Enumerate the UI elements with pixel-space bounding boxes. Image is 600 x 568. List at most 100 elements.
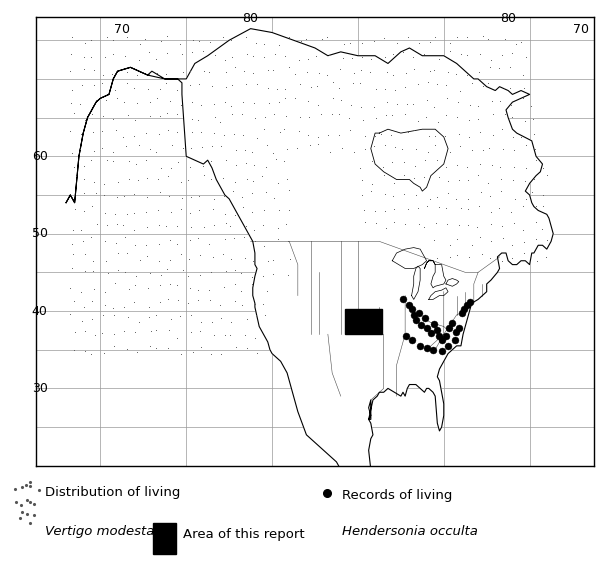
Point bbox=[142, 128, 151, 137]
Point bbox=[382, 97, 392, 106]
Point bbox=[249, 98, 259, 107]
Point bbox=[108, 156, 118, 165]
Point bbox=[355, 163, 365, 172]
Point bbox=[91, 189, 101, 198]
Point bbox=[112, 93, 122, 102]
Point bbox=[365, 67, 375, 76]
Point bbox=[163, 294, 173, 303]
Point bbox=[452, 113, 462, 122]
Point bbox=[446, 47, 455, 56]
Point bbox=[118, 132, 128, 141]
Polygon shape bbox=[371, 130, 448, 191]
Point bbox=[109, 147, 118, 156]
Polygon shape bbox=[412, 266, 420, 299]
Point bbox=[238, 97, 248, 106]
Point bbox=[134, 141, 144, 150]
Point bbox=[526, 102, 536, 111]
Point bbox=[208, 252, 217, 261]
Point bbox=[220, 55, 229, 64]
Point bbox=[109, 329, 119, 339]
Point bbox=[124, 110, 133, 119]
Point bbox=[361, 144, 370, 153]
Point bbox=[389, 204, 398, 214]
Point bbox=[161, 78, 171, 87]
Point bbox=[67, 148, 77, 157]
Point bbox=[79, 206, 89, 215]
Point bbox=[392, 39, 402, 48]
Point bbox=[358, 39, 367, 48]
Point bbox=[284, 205, 293, 214]
Point bbox=[248, 272, 257, 281]
Point bbox=[207, 141, 217, 151]
Point bbox=[302, 68, 311, 77]
Point bbox=[221, 330, 230, 339]
Point bbox=[403, 32, 413, 41]
Point bbox=[220, 210, 230, 219]
Point bbox=[274, 40, 283, 49]
Point bbox=[209, 128, 219, 137]
Point bbox=[122, 210, 132, 219]
Point bbox=[172, 240, 182, 249]
Point bbox=[509, 218, 519, 227]
Point bbox=[219, 282, 229, 291]
Point bbox=[91, 95, 100, 105]
Point bbox=[303, 55, 313, 64]
Point bbox=[98, 310, 107, 319]
Point bbox=[145, 144, 155, 153]
Point bbox=[69, 108, 79, 118]
Point bbox=[110, 210, 119, 219]
Point bbox=[462, 32, 472, 41]
Point bbox=[207, 82, 217, 91]
Point bbox=[520, 177, 529, 186]
Point bbox=[188, 36, 198, 45]
Point bbox=[204, 286, 214, 295]
Point bbox=[334, 110, 343, 119]
Point bbox=[506, 208, 516, 217]
Point bbox=[178, 265, 187, 274]
Point bbox=[99, 190, 109, 199]
Point bbox=[65, 67, 75, 76]
Point bbox=[109, 115, 118, 124]
Point bbox=[382, 111, 391, 120]
Point bbox=[283, 236, 293, 245]
Point bbox=[494, 203, 503, 212]
Point bbox=[497, 257, 507, 266]
Point bbox=[400, 109, 410, 118]
Point bbox=[120, 268, 130, 277]
Point bbox=[247, 148, 256, 157]
Point bbox=[307, 82, 316, 91]
Point bbox=[360, 218, 370, 227]
Point bbox=[89, 147, 98, 156]
Point bbox=[130, 226, 139, 235]
Point bbox=[432, 80, 442, 89]
Point bbox=[205, 68, 214, 77]
Point bbox=[70, 296, 79, 305]
Point bbox=[100, 208, 109, 217]
Point bbox=[196, 127, 205, 136]
Point bbox=[485, 62, 495, 72]
Point bbox=[542, 170, 552, 179]
Point bbox=[121, 52, 130, 61]
Point bbox=[172, 110, 182, 119]
Point bbox=[206, 156, 216, 165]
Point bbox=[215, 301, 224, 310]
Point bbox=[183, 176, 193, 185]
Point bbox=[103, 268, 112, 277]
Point bbox=[230, 177, 239, 186]
Point bbox=[478, 32, 488, 41]
Point bbox=[529, 174, 539, 183]
Point bbox=[263, 141, 272, 150]
Point bbox=[200, 66, 209, 75]
Point bbox=[359, 206, 369, 215]
Point bbox=[122, 248, 132, 257]
Point bbox=[70, 328, 80, 337]
Point bbox=[230, 265, 240, 274]
Point bbox=[89, 65, 99, 74]
Point bbox=[135, 256, 145, 265]
Point bbox=[425, 66, 434, 76]
Point bbox=[496, 174, 506, 183]
Point bbox=[413, 203, 422, 212]
Point bbox=[259, 52, 269, 61]
Point bbox=[209, 194, 218, 203]
Point bbox=[260, 40, 269, 49]
